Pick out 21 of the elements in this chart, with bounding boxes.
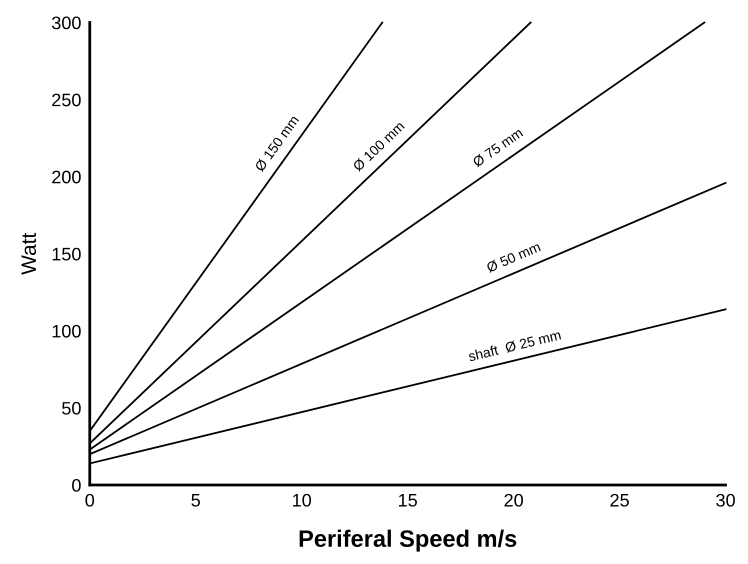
x-tick-label: 25 [610, 494, 629, 507]
x-tick-label: 5 [191, 494, 200, 507]
y-axis-title: Watt [22, 232, 36, 275]
y-tick-label: 0 [72, 478, 81, 492]
text: Ø 75 mm [472, 127, 524, 168]
x-tick-label: 15 [398, 494, 417, 507]
text: shaft Ø 25 mm [468, 330, 562, 362]
x-tick-label: 0 [85, 494, 94, 507]
text: Ø 100 mm [352, 120, 406, 172]
x-tick-label: 30 [716, 494, 735, 507]
text: Ø 150 mm [254, 114, 300, 172]
text: Ø 50 mm [486, 242, 541, 273]
y-tick-label: 100 [52, 324, 81, 338]
x-tick-label: 10 [293, 494, 312, 507]
y-tick-label: 150 [52, 248, 81, 261]
y-tick-label: 250 [52, 94, 81, 106]
y-tick-label: 50 [62, 402, 81, 415]
x-tick-label: 20 [504, 494, 523, 507]
y-tick-label: 300 [52, 16, 81, 30]
y-tick-label: 200 [52, 170, 81, 184]
x-axis-title: Periferal Speed m/s [300, 530, 516, 552]
